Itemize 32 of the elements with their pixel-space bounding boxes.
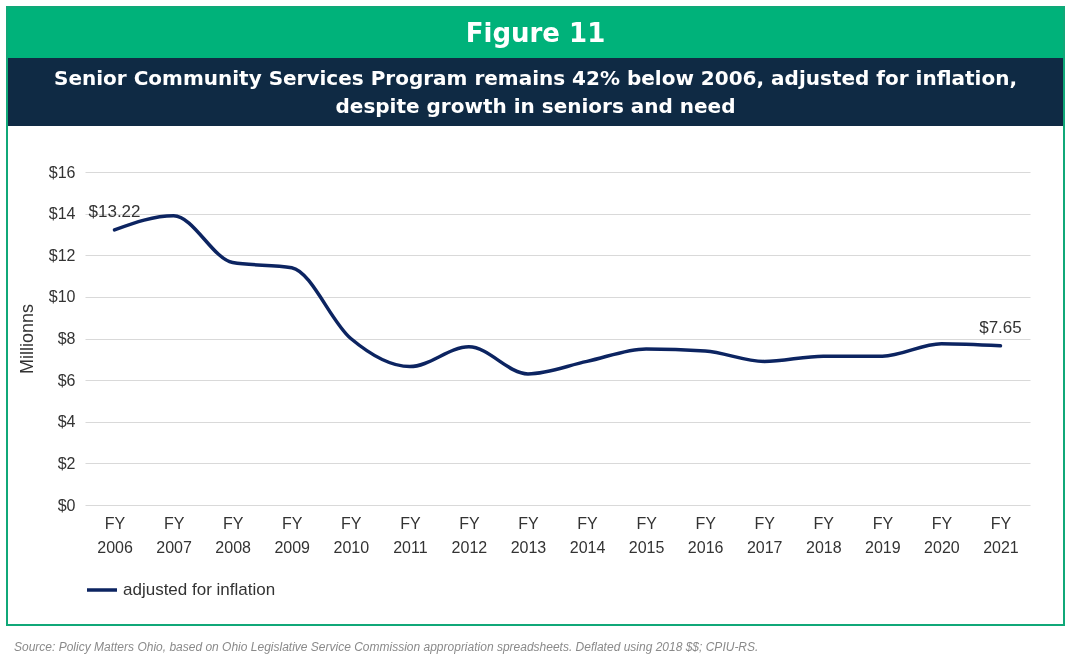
y-tick-label: $10 <box>48 288 76 306</box>
y-axis-title: Millionns <box>16 303 37 375</box>
x-tick-label: FY 2014 <box>569 514 606 556</box>
chart-title: Figure 11 <box>8 8 1063 58</box>
data-label: $7.65 <box>979 317 1022 337</box>
x-tick-label: FY 2013 <box>510 514 547 556</box>
y-tick-label: $16 <box>48 163 76 181</box>
x-tick-label: FY 2017 <box>746 514 783 556</box>
x-tick-label: FY 2011 <box>393 514 428 556</box>
y-tick-label: $8 <box>57 330 76 347</box>
y-tick-label: $4 <box>57 413 76 431</box>
x-tick-label: FY 2018 <box>805 514 842 556</box>
x-tick-label: FY 2019 <box>865 514 901 556</box>
chart-subtitle: Senior Community Services Program remains 42% below 2006, adjusted for inflation, despite growth in seniors and need <box>8 58 1063 126</box>
legend-label: adjusted for inflation <box>123 580 276 599</box>
x-tick-label: FY 2008 <box>215 514 252 556</box>
x-tick-label: FY 2020 <box>924 514 960 556</box>
x-tick-label: FY 2012 <box>451 514 488 556</box>
x-tick-label: FY 2009 <box>274 514 311 556</box>
x-tick-label: FY 2021 <box>983 514 1019 556</box>
x-tick-label: FY 2006 <box>97 514 133 556</box>
x-tick-label: FY 2007 <box>156 514 192 556</box>
x-tick-label: FY 2015 <box>628 514 665 556</box>
data-label: $13.22 <box>88 201 141 221</box>
source-note: Source: Policy Matters Ohio, based on Ohio Legislative Service Commission appropriation spreadsheets. Deflated using 2018 $$; CPIU-RS. <box>14 640 759 654</box>
y-tick-label: $12 <box>48 246 76 264</box>
x-tick-label: FY 2016 <box>687 514 724 556</box>
y-tick-label: $2 <box>57 454 76 472</box>
y-tick-label: $0 <box>57 496 76 514</box>
y-tick-label: $6 <box>57 371 76 389</box>
x-tick-label: FY 2010 <box>333 514 370 556</box>
y-tick-label: $14 <box>48 205 76 223</box>
